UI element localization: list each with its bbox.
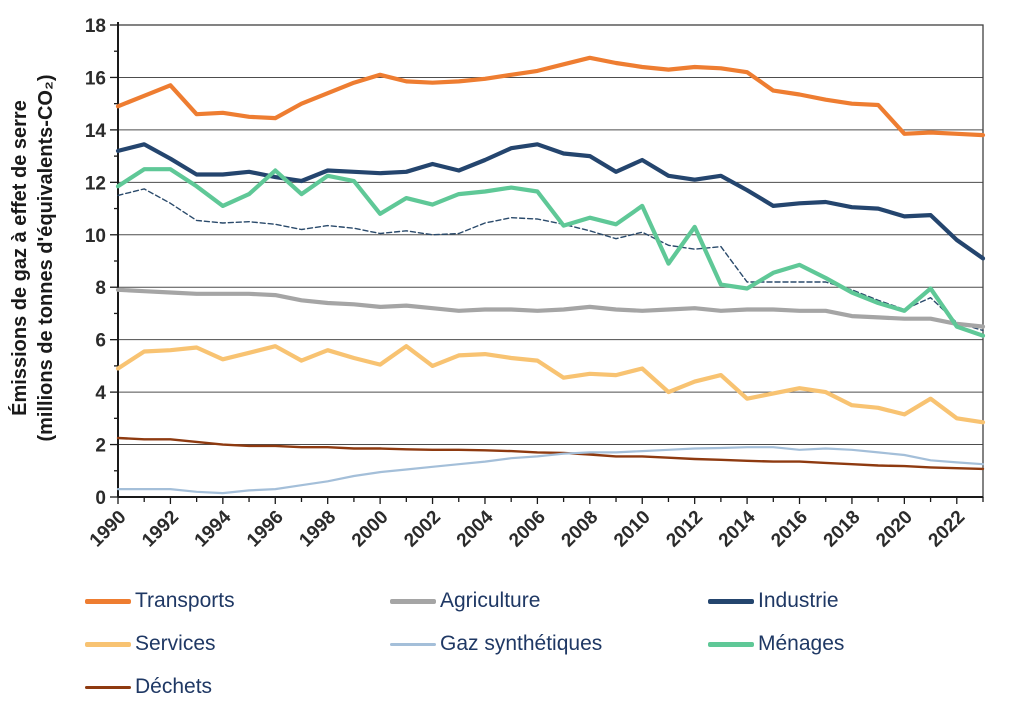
x-tick-label: 1992 <box>138 507 183 552</box>
legend-label: Déchets <box>135 675 213 698</box>
legend-item-industrie: Industrie <box>708 588 1014 614</box>
y-tick-label: 18 <box>85 16 106 37</box>
legend-line-swatch-icon <box>708 598 754 604</box>
legend-item-services: Services <box>85 631 390 657</box>
x-tick-label: 2022 <box>925 507 970 552</box>
x-tick-label: 1990 <box>86 507 131 552</box>
x-tick-label: 1998 <box>295 507 340 552</box>
y-axis-title: Émissions de gaz à effet de serre (milli… <box>7 0 59 538</box>
series-transports-line <box>115 55 986 138</box>
y-tick-label: 8 <box>95 278 106 299</box>
y-tick-label: 4 <box>95 383 106 404</box>
series-menages-line <box>115 167 986 338</box>
y-tick-label: 0 <box>95 488 106 509</box>
x-tick-label: 1996 <box>243 507 288 552</box>
legend-line-swatch-icon <box>85 598 131 604</box>
x-tick-label: 2004 <box>453 506 498 551</box>
legend-label: Services <box>135 632 216 655</box>
legend-label: Agriculture <box>440 589 541 612</box>
legend-item-transports: Transports <box>85 588 390 614</box>
x-tick-label: 2006 <box>505 507 550 552</box>
legend-line-swatch-icon <box>390 598 436 604</box>
legend-item-agriculture: Agriculture <box>390 588 708 614</box>
series-services-line <box>115 344 986 425</box>
plot-border <box>117 24 984 498</box>
legend-label: Ménages <box>758 632 845 655</box>
x-tick-label: 2020 <box>872 507 917 552</box>
series-gaz-synthetiques-line <box>116 446 985 495</box>
legend-label: Gaz synthétiques <box>440 632 603 655</box>
y-axis-title-line2: (millions de tonnes d'équivalents-CO₂) <box>35 74 57 442</box>
series-dechets-line <box>116 436 985 471</box>
chart-legend: Transports Agriculture Industrie Services Ga… <box>85 588 1014 700</box>
legend-label: Industrie <box>758 589 839 612</box>
y-tick-label: 2 <box>95 436 106 457</box>
legend-line-swatch-icon <box>390 642 436 646</box>
x-tick-label: 2018 <box>820 507 865 552</box>
y-tick-label: 10 <box>85 226 106 247</box>
legend-line-swatch-icon <box>708 641 754 647</box>
legend-label: Transports <box>135 589 235 612</box>
x-tick-label: 2010 <box>610 507 655 552</box>
x-tick-label: 2012 <box>662 507 707 552</box>
legend-line-swatch-icon <box>85 685 131 689</box>
series-agriculture-line <box>115 287 986 329</box>
legend-item-gaz-synthetiques: Gaz synthétiques <box>390 631 708 657</box>
x-tick-label: 2002 <box>400 507 445 552</box>
legend-line-swatch-icon <box>85 641 131 647</box>
x-tick-label: 2014 <box>715 506 760 551</box>
y-tick-label: 14 <box>85 121 107 142</box>
x-tick-label: 2016 <box>767 507 812 552</box>
series-industrie-line <box>115 142 986 261</box>
y-tick-label: 16 <box>85 68 106 89</box>
legend-item-dechets: Déchets <box>85 674 390 700</box>
x-tick-label: 1994 <box>191 506 236 551</box>
x-tick-label: 2000 <box>348 507 393 552</box>
y-axis-title-line1: Émissions de gaz à effet de serre <box>9 100 31 416</box>
x-tick-label: 2008 <box>558 507 603 552</box>
y-tick-label: 12 <box>85 173 106 194</box>
y-tick-label: 6 <box>95 331 106 352</box>
legend-item-menages: Ménages <box>708 631 1014 657</box>
